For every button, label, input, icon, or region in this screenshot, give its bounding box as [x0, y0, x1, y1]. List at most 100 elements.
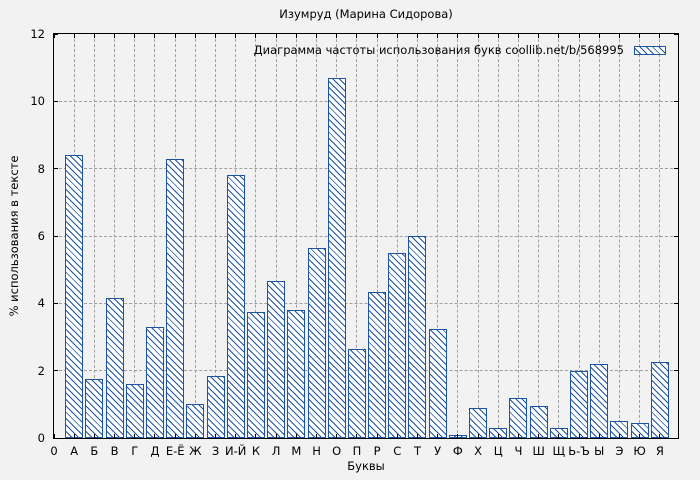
x-tick-mark	[356, 434, 358, 438]
y-tick-label-0: 0	[37, 431, 45, 445]
x-tick-mark	[497, 34, 499, 38]
x-tick-mark	[497, 434, 499, 438]
x-tick-label-О: О	[332, 444, 342, 458]
y-tick-mark	[674, 168, 678, 170]
x-tick-mark	[517, 434, 519, 438]
v-gridline-7	[194, 34, 196, 438]
v-gridline-5	[154, 34, 156, 438]
bar-Ч	[509, 397, 528, 438]
x-tick-label-С: С	[393, 444, 402, 458]
legend: Диаграмма частоты использования букв coo…	[254, 43, 666, 57]
x-tick-mark	[114, 434, 116, 438]
x-tick-mark	[194, 34, 196, 38]
x-tick-mark	[356, 34, 358, 38]
v-gridline-16	[376, 34, 378, 438]
x-tick-mark	[376, 434, 378, 438]
y-tick-label-10: 10	[30, 94, 45, 109]
x-tick-mark	[275, 434, 277, 438]
x-tick-mark	[134, 434, 136, 438]
x-tick-mark	[659, 34, 661, 38]
h-gridline-2	[54, 370, 678, 372]
x-tick-mark	[53, 434, 55, 438]
bar-Х	[469, 407, 488, 438]
legend-swatch-hatched-bar-icon	[634, 45, 666, 55]
x-tick-mark	[618, 34, 620, 38]
x-tick-mark	[295, 434, 297, 438]
y-tick-mark	[54, 100, 58, 102]
x-tick-mark	[336, 434, 338, 438]
x-tick-mark	[457, 434, 459, 438]
x-tick-mark	[558, 434, 560, 438]
x-tick-label-З: З	[211, 444, 220, 458]
v-gridline-11	[275, 34, 277, 438]
v-gridline-12	[295, 34, 297, 438]
x-tick-mark	[457, 34, 459, 38]
x-tick-mark	[598, 434, 600, 438]
plot-area: Диаграмма частоты использования букв coo…	[53, 33, 679, 439]
x-tick-mark	[194, 434, 196, 438]
v-gridline-21	[477, 34, 479, 438]
v-gridline-24	[538, 34, 540, 438]
x-tick-label-Ы: Ы	[594, 444, 605, 458]
x-tick-label-Р: Р	[373, 444, 381, 458]
legend-label: Диаграмма частоты использования букв coo…	[253, 43, 624, 57]
x-tick-mark	[154, 434, 156, 438]
h-gridline-6	[54, 235, 678, 237]
x-tick-label-Т: Т	[413, 444, 421, 458]
x-tick-label-Я: Я	[655, 444, 664, 458]
x-tick-mark	[114, 34, 116, 38]
bar-Т	[408, 236, 427, 438]
bar-Р	[368, 291, 387, 438]
v-gridline-19	[437, 34, 439, 438]
bar-Е-Ё	[166, 158, 185, 438]
bar-У	[428, 328, 447, 438]
y-tick-label-8: 8	[37, 161, 45, 176]
x-tick-label-Х: Х	[474, 444, 482, 458]
y-tick-mark	[54, 33, 58, 35]
x-tick-mark	[275, 34, 277, 38]
x-tick-mark	[316, 434, 318, 438]
v-gridline-17	[396, 34, 398, 438]
x-tick-mark	[235, 34, 237, 38]
bar-Г	[125, 384, 144, 438]
x-tick-mark	[93, 434, 95, 438]
x-tick-mark	[154, 34, 156, 38]
y-tick-mark	[674, 370, 678, 372]
y-tick-label-12: 12	[30, 27, 45, 41]
bar-Б	[85, 379, 104, 438]
x-tick-mark	[255, 434, 257, 438]
x-tick-label-А: А	[70, 444, 79, 458]
v-gridline-23	[517, 34, 519, 438]
bar-И-Й	[226, 175, 245, 438]
v-gridline-2	[93, 34, 95, 438]
x-tick-label-Ь-Ъ: Ь-Ъ	[568, 444, 590, 458]
x-tick-mark	[639, 434, 641, 438]
v-gridline-13	[316, 34, 318, 438]
x-tick-label-Л: Л	[271, 444, 281, 458]
x-tick-label-Ф: Ф	[452, 444, 463, 458]
y-tick-mark	[54, 370, 58, 372]
bar-Д	[145, 326, 164, 438]
x-tick-label-П: П	[352, 444, 362, 458]
x-tick-mark	[618, 434, 620, 438]
bar-Ы	[590, 363, 609, 438]
x-tick-mark	[396, 434, 398, 438]
x-tick-mark	[598, 34, 600, 38]
bar-Л	[267, 281, 286, 438]
x-tick-mark	[437, 34, 439, 38]
bar-З	[206, 375, 225, 438]
x-tick-mark	[93, 34, 95, 38]
v-gridline-3	[114, 34, 116, 438]
h-gridline-10	[54, 100, 678, 102]
x-axis-title: Буквы	[347, 459, 385, 473]
x-tick-mark	[215, 434, 217, 438]
x-tick-label-Г: Г	[131, 444, 139, 458]
y-axis-title: % использования в тексте	[7, 155, 21, 317]
x-tick-mark	[477, 34, 479, 38]
v-gridline-25	[558, 34, 560, 438]
x-tick-mark	[316, 34, 318, 38]
y-tick-mark	[54, 437, 58, 439]
x-tick-label-Е-Ё: Е-Ё	[165, 444, 185, 458]
x-tick-label-Ю: Ю	[633, 444, 646, 458]
